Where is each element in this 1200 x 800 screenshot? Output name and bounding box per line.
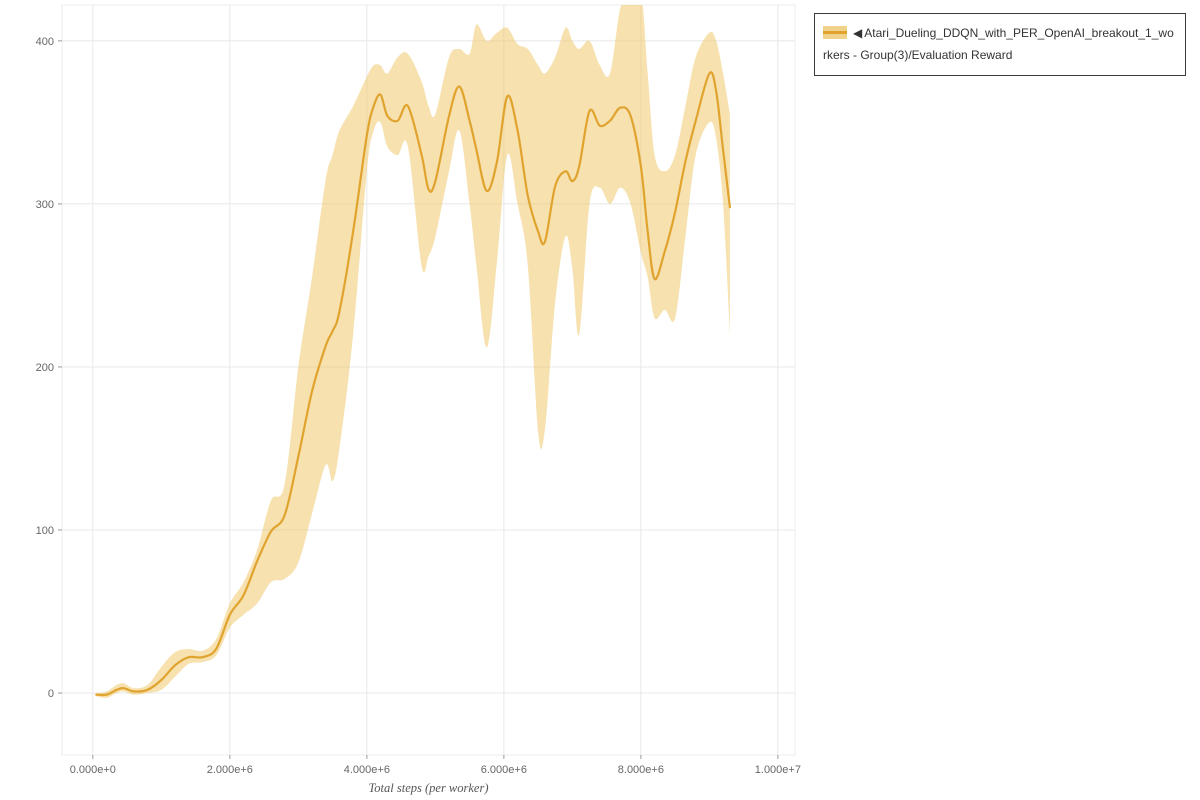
legend-label-wrap: ◀ Atari_Dueling_DDQN_with_PER_OpenAI_brea… — [823, 26, 1174, 62]
axes: 0.000e+0 2.000e+6 4.000e+6 6.000e+6 8.000e+6… — [36, 36, 801, 795]
y-tick-label: 300 — [36, 199, 54, 211]
y-tick-label: 200 — [36, 362, 54, 374]
legend-box: ◀ Atari_Dueling_DDQN_with_PER_OpenAI_brea… — [814, 13, 1186, 76]
plot-border — [61, 4, 796, 756]
legend-swatch-line — [823, 31, 847, 34]
x-tick-label: 1.000e+7 — [755, 764, 801, 776]
x-tick-label: 4.000e+6 — [344, 764, 390, 776]
x-tick-label: 0.000e+0 — [70, 764, 116, 776]
x-tick-label: 2.000e+6 — [207, 764, 253, 776]
legend-label: Atari_Dueling_DDQN_with_PER_OpenAI_break… — [823, 26, 1174, 62]
x-tick-label: 6.000e+6 — [481, 764, 527, 776]
legend-collapse-icon[interactable]: ◀ — [853, 26, 863, 40]
legend-swatch-icon — [823, 26, 847, 39]
legend-item[interactable]: ◀ Atari_Dueling_DDQN_with_PER_OpenAI_brea… — [823, 22, 1175, 66]
y-tick-label: 0 — [48, 688, 54, 700]
x-axis-title: Total steps (per worker) — [368, 781, 488, 795]
mean-reward-line — [95, 71, 731, 697]
x-tick-label: 8.000e+6 — [618, 764, 664, 776]
confidence-band — [96, 5, 730, 699]
y-tick-label: 400 — [36, 36, 54, 48]
plot-area — [95, 5, 731, 699]
y-tick-label: 100 — [36, 525, 54, 537]
